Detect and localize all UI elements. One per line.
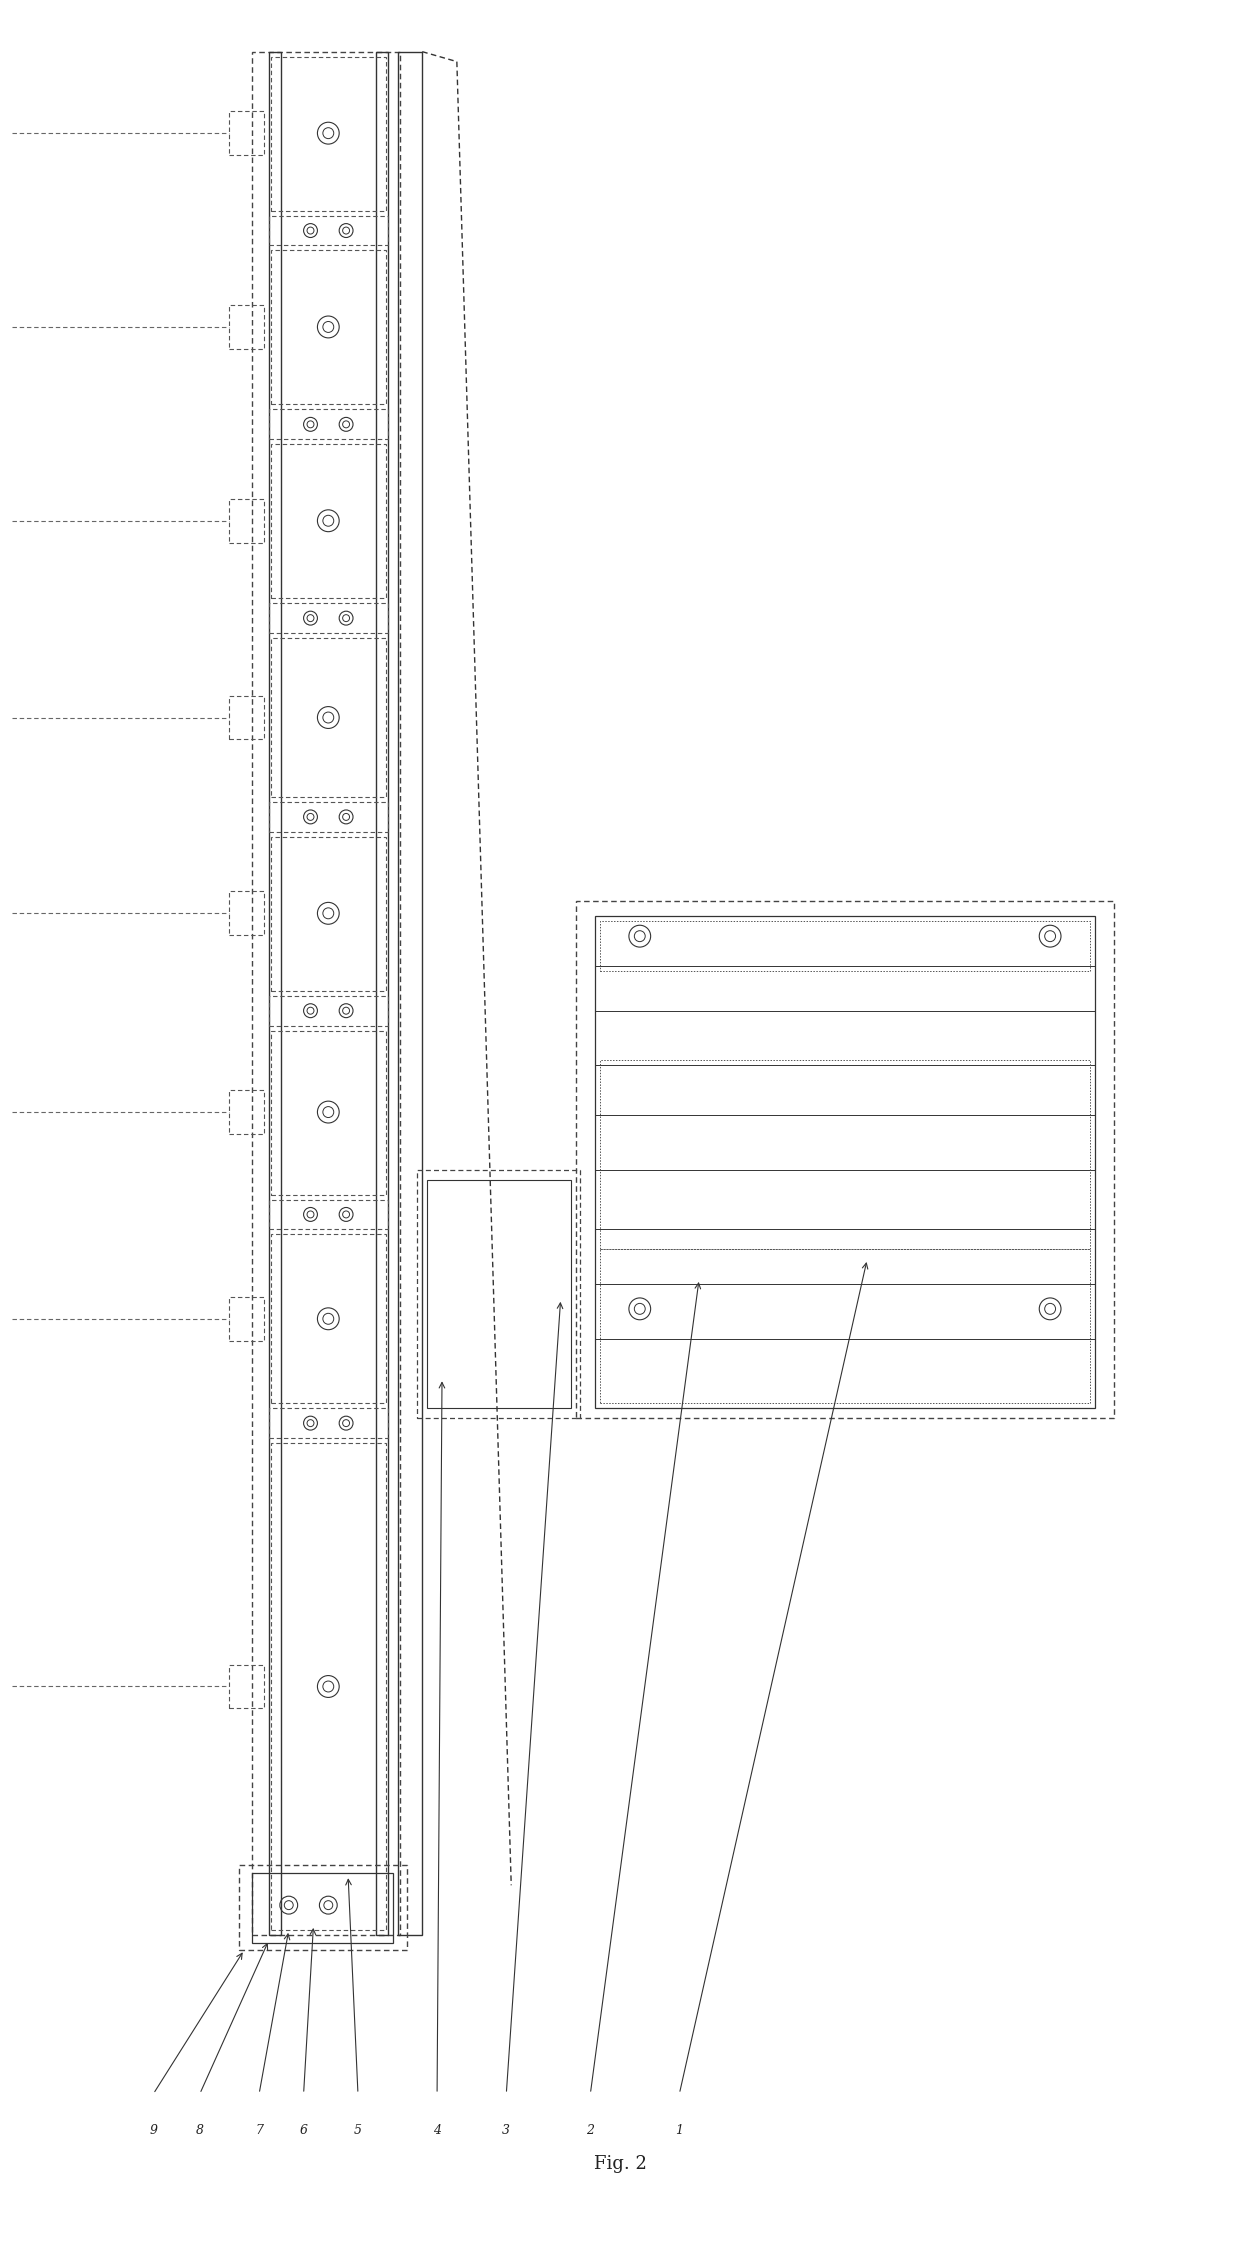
Bar — [229, 1090, 264, 1135]
Bar — [398, 52, 423, 1935]
Bar — [269, 995, 388, 1025]
Bar — [252, 1874, 393, 1944]
Text: 3: 3 — [502, 2123, 511, 2137]
Bar — [428, 1180, 570, 1409]
Bar — [229, 697, 264, 739]
Text: 7: 7 — [255, 2123, 263, 2137]
Bar — [239, 1865, 408, 1950]
Bar — [272, 638, 386, 798]
Bar — [272, 1031, 386, 1195]
Bar — [269, 409, 388, 438]
Bar — [272, 249, 386, 404]
Bar — [229, 1297, 264, 1341]
Bar — [229, 499, 264, 542]
Bar — [269, 1200, 388, 1229]
Bar — [272, 836, 386, 991]
Bar — [269, 52, 280, 1935]
Bar — [272, 1234, 386, 1404]
Bar — [418, 1171, 580, 1418]
Bar — [269, 216, 388, 245]
Bar — [600, 921, 1090, 971]
Text: 9: 9 — [149, 2123, 157, 2137]
Text: 6: 6 — [300, 2123, 308, 2137]
Text: 8: 8 — [196, 2123, 203, 2137]
Text: 2: 2 — [587, 2123, 594, 2137]
Bar — [575, 901, 1115, 1418]
Bar — [269, 602, 388, 634]
Bar — [272, 1443, 386, 1930]
Text: 1: 1 — [676, 2123, 683, 2137]
Bar — [252, 52, 401, 1935]
Bar — [272, 56, 386, 211]
Bar — [272, 445, 386, 598]
Bar — [269, 1409, 388, 1438]
Bar — [269, 802, 388, 831]
Text: 5: 5 — [353, 2123, 362, 2137]
Text: Fig. 2: Fig. 2 — [594, 2155, 646, 2173]
Bar — [229, 1665, 264, 1708]
Bar — [229, 892, 264, 935]
Bar — [595, 917, 1095, 1409]
Bar — [229, 112, 264, 155]
Bar — [229, 306, 264, 348]
Bar — [600, 1061, 1090, 1249]
Bar — [600, 1249, 1090, 1404]
Bar — [376, 52, 388, 1935]
Text: 4: 4 — [433, 2123, 441, 2137]
